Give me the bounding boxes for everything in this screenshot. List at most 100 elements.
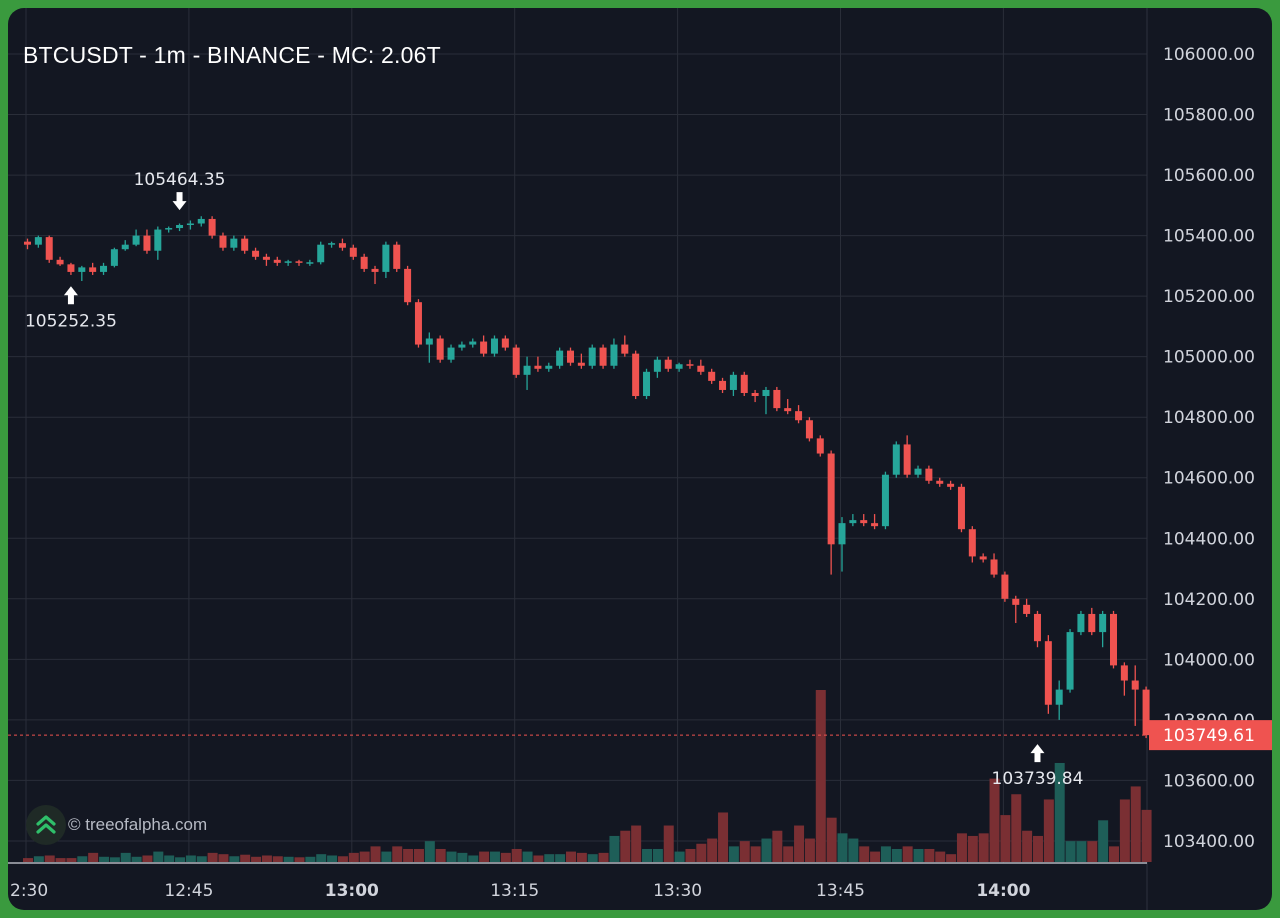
volume-bar [44, 855, 55, 862]
candle-body [165, 228, 173, 230]
volume-bars [23, 690, 1152, 862]
candle [599, 344, 607, 369]
candle-body [490, 338, 498, 354]
chart-frame: 106000.00 105800.00 105600.00 105400.00 1052… [8, 8, 1272, 910]
x-tick-label: 13:15 [490, 881, 539, 901]
candle [425, 332, 433, 363]
candle [903, 435, 911, 478]
volume-bar [1000, 815, 1011, 862]
candle [78, 265, 86, 282]
volume-bar [1065, 841, 1076, 862]
candle-body [990, 559, 998, 575]
volume-bar [924, 848, 935, 862]
volume-bar [1098, 820, 1109, 862]
candle [881, 471, 889, 530]
candle-body [1120, 665, 1128, 681]
candle [871, 514, 879, 530]
candle-body [1110, 613, 1117, 666]
candle [588, 344, 596, 369]
candle [262, 253, 270, 266]
volume-bar [1087, 841, 1098, 862]
candle [968, 526, 976, 563]
candle-body [393, 244, 401, 269]
candle-body [523, 365, 531, 375]
candle-body [262, 256, 270, 260]
candle-body [719, 380, 727, 390]
candle-body [360, 256, 368, 269]
y-tick-label: 105600.00 [1163, 166, 1255, 186]
candle [1120, 662, 1128, 696]
volume-bar [207, 852, 218, 862]
candle-body [1023, 604, 1031, 614]
volume-bar [424, 841, 435, 862]
candle [1023, 598, 1031, 617]
candle-body [838, 523, 846, 545]
volume-bar [66, 858, 77, 862]
last-price-label: 103749.61 [1163, 726, 1255, 746]
candle [534, 356, 542, 372]
x-tick-label: 2:30 [10, 881, 48, 901]
volume-bar [457, 852, 468, 862]
volume-bar [826, 817, 837, 862]
volume-bar [251, 856, 262, 862]
candle-body [1099, 613, 1107, 633]
candle-body [512, 347, 520, 375]
candle-body [686, 364, 694, 366]
marker-arrow-up-icon [1030, 744, 1045, 763]
candle [436, 335, 444, 363]
watermark: © treeofalpha.com [26, 805, 207, 845]
candle [849, 514, 857, 527]
volume-bar [555, 854, 566, 862]
candle-body [1012, 598, 1020, 605]
volume-bar [783, 846, 794, 862]
candle [914, 465, 922, 478]
volume-bar [446, 851, 457, 862]
volume-bar [880, 846, 891, 862]
candle-body [936, 480, 944, 484]
candle-body [556, 350, 564, 366]
candle [1088, 607, 1096, 636]
candle-body [664, 359, 672, 369]
candle-body [849, 520, 857, 524]
volume-bar [348, 852, 359, 862]
candle [208, 216, 216, 239]
volume-bar [902, 846, 913, 862]
candle [328, 241, 336, 248]
candle [697, 359, 705, 375]
candle [664, 356, 672, 372]
volume-bar [544, 854, 555, 862]
y-tick-label: 104000.00 [1163, 650, 1255, 670]
candle [577, 353, 585, 369]
y-tick-label: 105200.00 [1163, 287, 1255, 307]
candle-body [284, 261, 292, 263]
candle-body [121, 244, 129, 250]
volume-bar [88, 852, 99, 862]
candle-body [219, 235, 227, 248]
candle-body [24, 241, 31, 245]
volume-bar [185, 855, 196, 862]
volume-bar [120, 852, 131, 862]
candle-body [1001, 574, 1009, 599]
candle [197, 216, 205, 227]
candle [1110, 610, 1117, 669]
y-tick-label: 106000.00 [1163, 45, 1255, 65]
candle-body [957, 486, 965, 530]
candle [1033, 610, 1041, 648]
candle [795, 405, 803, 424]
volume-bar [1130, 786, 1141, 862]
candle-body [1055, 689, 1063, 705]
candle-body [458, 344, 466, 348]
volume-bar [794, 825, 805, 862]
candle [936, 477, 944, 487]
candle [1131, 665, 1139, 726]
volume-bar [33, 856, 44, 862]
volume-bar [533, 855, 544, 862]
volume-bar [175, 857, 186, 862]
candle [56, 256, 64, 266]
candlestick-chart[interactable]: 106000.00 105800.00 105600.00 105400.00 1052… [8, 8, 1272, 910]
candle [523, 356, 531, 390]
candle-body [892, 444, 900, 475]
watermark-text: © treeofalpha.com [68, 815, 208, 834]
candle [643, 368, 651, 400]
candle-body [1077, 613, 1085, 633]
